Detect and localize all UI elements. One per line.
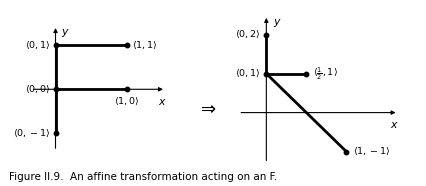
Text: $\langle 0,-1\rangle$: $\langle 0,-1\rangle$ (13, 128, 50, 139)
Text: $\langle \frac{1}{2},1\rangle$: $\langle \frac{1}{2},1\rangle$ (312, 65, 337, 82)
Text: $y$: $y$ (61, 27, 70, 39)
Text: $\langle 0,1\rangle$: $\langle 0,1\rangle$ (25, 40, 50, 51)
Text: $\langle 0,1\rangle$: $\langle 0,1\rangle$ (235, 68, 260, 79)
Text: $\langle 1,1\rangle$: $\langle 1,1\rangle$ (132, 40, 158, 51)
Text: $y$: $y$ (272, 17, 281, 29)
Text: $x$: $x$ (158, 97, 166, 107)
Text: $\langle 1,-1\rangle$: $\langle 1,-1\rangle$ (352, 146, 389, 157)
Text: Figure II.9.  An affine transformation acting on an F.: Figure II.9. An affine transformation ac… (9, 172, 276, 182)
Text: $x$: $x$ (389, 120, 398, 130)
Text: $\langle 0,2\rangle$: $\langle 0,2\rangle$ (235, 29, 260, 40)
Text: $\langle 1,0\rangle$: $\langle 1,0\rangle$ (114, 96, 139, 107)
Text: $\langle 0,0\rangle$: $\langle 0,0\rangle$ (25, 84, 50, 95)
Text: $\Rightarrow$: $\Rightarrow$ (197, 99, 216, 117)
